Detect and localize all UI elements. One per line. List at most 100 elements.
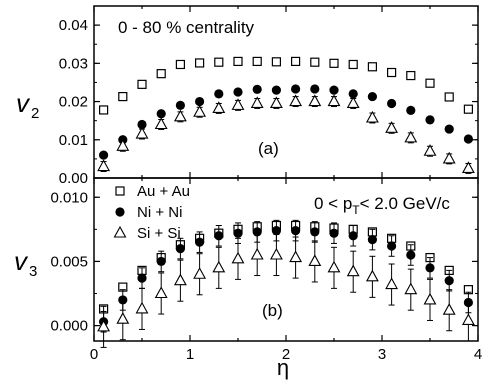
- data-point-square-open: [98, 105, 109, 115]
- data-point-triangle-open: [289, 94, 303, 107]
- data-point-circle-filled: [463, 134, 473, 144]
- data-point-circle-filled: [233, 87, 243, 97]
- data-point-circle-filled: [367, 91, 377, 102]
- data-point-triangle-open: [269, 96, 283, 109]
- data-point-triangle-open: [173, 273, 187, 286]
- data-point-square-open: [118, 91, 128, 102]
- data-point-circle-filled: [291, 226, 301, 236]
- data-point-circle-filled: [444, 276, 454, 286]
- y-tick-label: 0.01: [59, 132, 88, 149]
- panel-b-ticks: 0.000 0.005 0.010 0 1 2 3 4: [50, 178, 482, 363]
- data-point-triangle-open: [346, 96, 360, 109]
- data-point-triangle-open: [461, 161, 475, 173]
- y-tick-label: 0.005: [50, 253, 88, 270]
- legend-marker: [113, 225, 127, 238]
- annotation-prefix: 0 < p: [314, 194, 352, 213]
- data-point-square-open: [329, 58, 339, 68]
- data-point-circle-filled: [387, 241, 397, 251]
- data-point-square-open: [271, 57, 281, 67]
- data-point-circle-filled: [156, 256, 166, 267]
- panel-a-ylabel-subscript: 2: [31, 105, 39, 122]
- data-point-circle-filled: [310, 227, 320, 237]
- data-point-triangle-open: [385, 121, 399, 133]
- data-point-circle-filled: [137, 119, 147, 130]
- data-point-circle-filled: [406, 105, 416, 115]
- data-point-square-open: [367, 62, 377, 72]
- data-point-triangle-open: [116, 312, 130, 324]
- data-point-circle-filled: [271, 85, 281, 95]
- data-point-triangle-open: [365, 269, 379, 282]
- data-point-square-open: [463, 104, 473, 114]
- data-point-circle-filled: [329, 228, 339, 238]
- panel-b-ylabel-subscript: 3: [29, 263, 37, 280]
- data-point-triangle-open: [442, 303, 456, 315]
- data-point-square-open: [214, 57, 224, 67]
- data-point-circle-filled: [425, 115, 435, 125]
- annotation-subscript: T: [352, 203, 360, 217]
- data-point-triangle-open: [154, 286, 168, 299]
- data-point-circle-filled: [291, 84, 301, 94]
- data-point-circle-filled: [425, 263, 435, 273]
- data-point-triangle-open: [308, 254, 322, 266]
- data-point-triangle-open: [327, 94, 341, 107]
- data-point-triangle-open: [193, 267, 207, 279]
- data-point-triangle-open: [250, 96, 264, 109]
- data-point-square-open: [175, 59, 185, 70]
- data-point-square-open: [291, 56, 301, 67]
- data-point-square-open: [425, 78, 435, 88]
- legend-label: Au + Au: [137, 183, 190, 200]
- panel-b-label: (b): [262, 301, 283, 320]
- y-tick-label: 0.04: [59, 17, 88, 34]
- data-point-triangle-open: [269, 247, 283, 260]
- data-point-circle-filled: [99, 150, 109, 160]
- panel-a-data: [97, 56, 475, 174]
- data-point-triangle-open: [135, 126, 149, 139]
- data-point-triangle-open: [346, 264, 360, 277]
- data-point-triangle-open: [404, 130, 418, 143]
- data-point-triangle-open: [97, 319, 111, 332]
- data-point-triangle-open: [212, 260, 226, 273]
- legend-label: Si + Si: [137, 225, 181, 242]
- x-tick-label: 2: [282, 346, 290, 363]
- x-tick-label: 0: [90, 346, 98, 363]
- data-point-circle-filled: [156, 109, 166, 119]
- panel-b-data: [97, 219, 475, 348]
- data-point-triangle-open: [327, 260, 341, 273]
- data-point-circle-filled: [444, 124, 454, 134]
- data-point-circle-filled: [406, 250, 416, 260]
- data-point-circle-filled: [252, 84, 262, 94]
- y-tick-label: 0.02: [59, 94, 88, 111]
- data-point-circle-filled: [175, 100, 185, 110]
- data-point-square-open: [156, 69, 166, 79]
- data-point-square-open: [348, 59, 358, 70]
- data-point-triangle-open: [212, 101, 226, 113]
- data-point-circle-filled: [175, 243, 185, 254]
- data-point-circle-filled: [214, 89, 224, 99]
- data-point-triangle-open: [154, 117, 168, 130]
- legend-label: Ni + Ni: [137, 204, 182, 221]
- panel-b-annotation: 0 < pT< 2.0 GeV/c: [314, 194, 450, 217]
- data-point-circle-filled: [310, 84, 320, 94]
- data-point-triangle-open: [423, 292, 437, 305]
- y-tick-label: 0.00: [59, 170, 88, 187]
- y-tick-label: 0.010: [50, 189, 88, 206]
- data-point-circle-filled: [329, 85, 339, 95]
- data-point-square-open: [310, 57, 320, 67]
- panel-a-ticks: 0.00 0.01 0.02 0.03 0.04: [59, 6, 479, 187]
- data-point-circle-filled: [137, 273, 147, 283]
- data-point-circle-filled: [387, 98, 397, 109]
- data-point-circle-filled: [348, 89, 358, 99]
- data-point-circle-filled: [214, 231, 224, 241]
- panel-b-ylabel: v: [14, 246, 29, 276]
- data-point-triangle-open: [135, 301, 149, 314]
- data-point-triangle-open: [365, 110, 379, 123]
- data-point-triangle-open: [385, 277, 399, 290]
- x-tick-label: 4: [474, 346, 482, 363]
- data-point-square-open: [444, 92, 454, 102]
- panel-a-label: (a): [258, 139, 279, 158]
- data-point-circle-filled: [195, 96, 205, 107]
- panel-b: 0.000 0.005 0.010 0 1 2 3 4 Au + Au Ni + Ni Si + …: [14, 177, 482, 380]
- data-point-square-open: [252, 56, 262, 67]
- data-point-triangle-open: [404, 282, 418, 295]
